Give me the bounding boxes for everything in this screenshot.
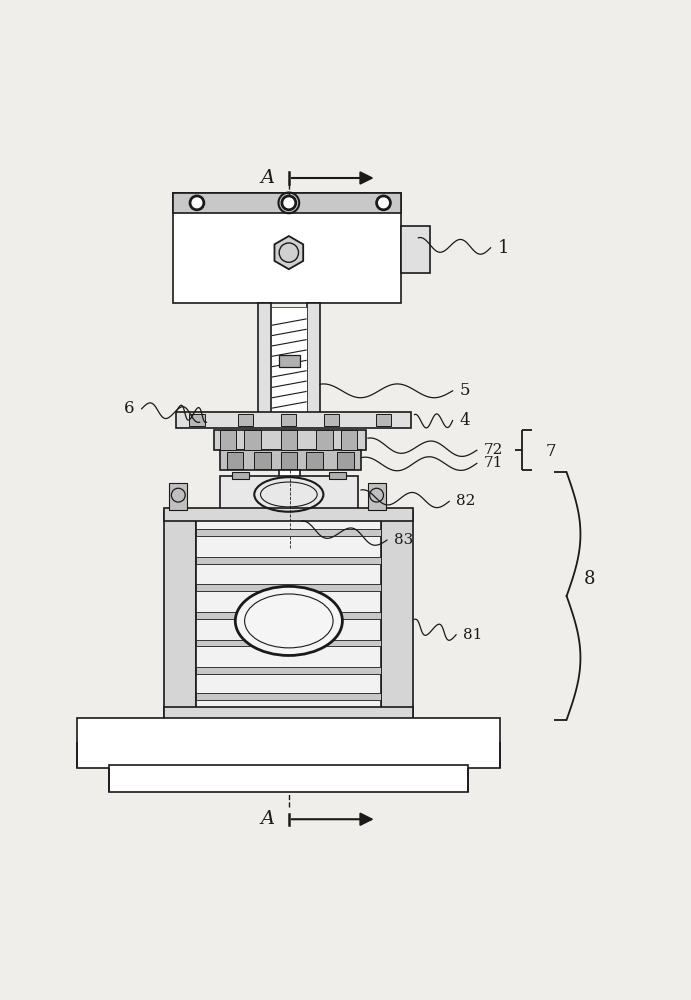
Bar <box>279 355 300 367</box>
Bar <box>220 476 358 512</box>
Ellipse shape <box>235 586 342 655</box>
Bar <box>307 303 320 417</box>
Text: 1: 1 <box>498 239 509 257</box>
Circle shape <box>189 195 205 210</box>
Bar <box>238 414 253 426</box>
Text: A: A <box>261 810 275 828</box>
Text: 71: 71 <box>484 456 503 470</box>
Text: 7: 7 <box>546 443 556 460</box>
Circle shape <box>379 198 388 208</box>
Bar <box>258 303 271 417</box>
Bar <box>329 472 346 479</box>
Bar <box>316 430 333 450</box>
Bar <box>77 718 500 768</box>
Polygon shape <box>274 236 303 269</box>
Bar <box>281 452 297 469</box>
Bar <box>401 226 430 273</box>
Bar <box>196 557 381 564</box>
Text: 4: 4 <box>460 412 470 429</box>
Circle shape <box>192 198 202 208</box>
Circle shape <box>284 198 294 208</box>
Circle shape <box>376 195 391 210</box>
Bar <box>254 452 271 469</box>
Bar <box>214 430 366 450</box>
Bar <box>381 511 413 720</box>
Bar <box>196 612 381 619</box>
Bar <box>376 414 391 426</box>
Bar <box>196 511 381 720</box>
Bar <box>164 707 413 720</box>
Bar <box>196 584 381 591</box>
Bar <box>173 193 401 213</box>
Bar <box>306 452 323 469</box>
Text: 6: 6 <box>124 400 135 417</box>
Bar <box>227 452 243 469</box>
Text: 81: 81 <box>463 628 482 642</box>
Bar <box>271 307 307 414</box>
Bar <box>164 511 196 720</box>
Circle shape <box>281 195 296 210</box>
Text: 82: 82 <box>456 494 475 508</box>
Bar <box>232 472 249 479</box>
Bar <box>109 765 468 792</box>
Bar <box>196 693 381 700</box>
Text: 5: 5 <box>460 382 470 399</box>
Bar <box>173 193 401 303</box>
Text: 72: 72 <box>484 443 503 457</box>
Bar <box>196 667 381 674</box>
Bar <box>220 430 236 450</box>
Bar <box>164 508 413 521</box>
Text: A: A <box>261 169 275 187</box>
Bar <box>220 450 361 470</box>
Bar <box>324 414 339 426</box>
Bar <box>279 470 300 548</box>
Bar <box>281 414 296 426</box>
Bar <box>368 483 386 510</box>
Bar <box>244 430 261 450</box>
Bar <box>196 640 381 646</box>
Bar <box>176 412 411 428</box>
Text: 83: 83 <box>394 533 413 547</box>
Text: 8: 8 <box>584 570 596 588</box>
Bar <box>196 529 381 536</box>
Bar <box>281 430 297 450</box>
Bar <box>337 452 354 469</box>
Bar <box>169 483 187 510</box>
Bar <box>341 430 357 450</box>
Bar <box>189 414 205 426</box>
